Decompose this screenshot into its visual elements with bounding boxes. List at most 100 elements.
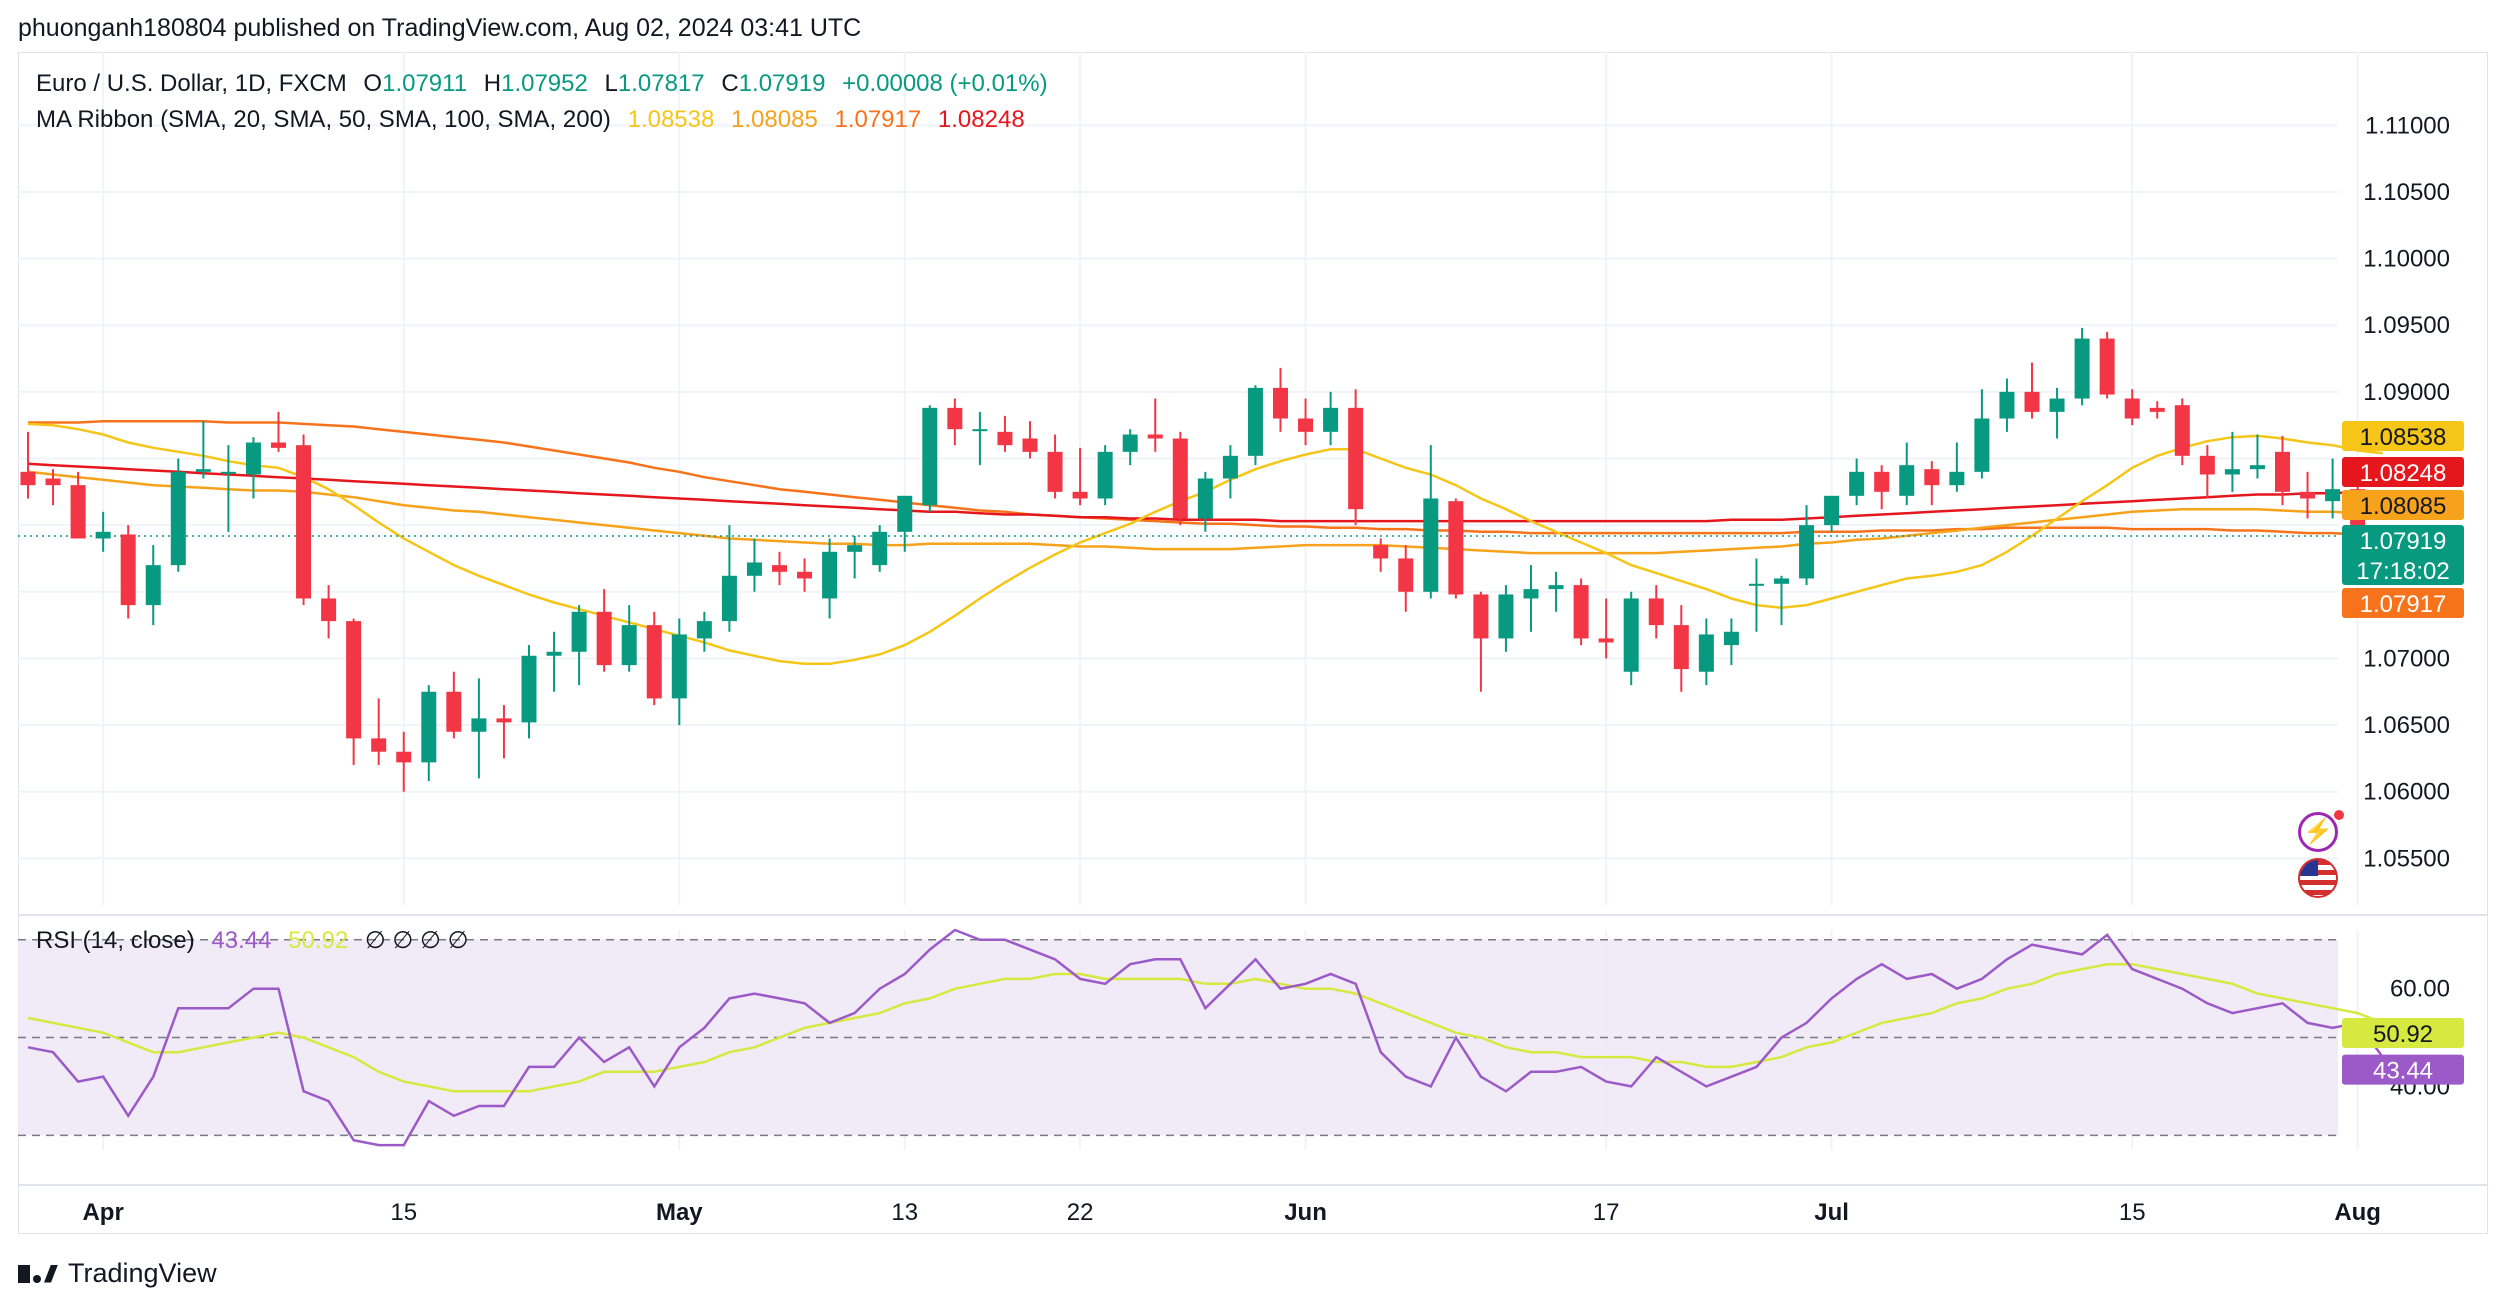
candle xyxy=(1723,618,1739,666)
candle xyxy=(2124,389,2140,426)
candle xyxy=(1523,565,1539,632)
price-tick-label: 1.10500 xyxy=(2363,179,2450,206)
candle-body xyxy=(371,738,387,752)
candle xyxy=(1999,378,2015,432)
candle-body xyxy=(1423,498,1439,592)
candle-body xyxy=(2199,455,2215,475)
sma50-badge-text: 1.08085 xyxy=(2360,493,2447,520)
rsi-title[interactable]: RSI (14, close) xyxy=(36,927,195,954)
candle xyxy=(1097,445,1113,506)
tradingview-mark-icon xyxy=(18,1264,58,1283)
candle-body xyxy=(546,651,562,656)
date-tick-label: Jul xyxy=(1814,1199,1849,1226)
candle xyxy=(20,431,36,499)
candle-body xyxy=(1047,451,1063,492)
rsi-ma-badge: 50.92 xyxy=(2342,1018,2464,1049)
candle-body xyxy=(446,691,462,732)
candle-body xyxy=(1172,438,1188,519)
candle xyxy=(1824,495,1840,532)
candle xyxy=(421,685,437,782)
open-label: O xyxy=(363,70,383,97)
candle xyxy=(1548,571,1564,612)
candle-body xyxy=(1072,491,1088,499)
close-label: C xyxy=(721,70,739,97)
candle xyxy=(746,538,762,592)
symbol-legend: Euro / U.S. Dollar, 1D, FXCM O1.07911 H1… xyxy=(36,70,1058,98)
ma-ribbon-title[interactable]: MA Ribbon (SMA, 20, SMA, 50, SMA, 100, S… xyxy=(36,106,611,133)
candle-body xyxy=(621,625,637,666)
rsi-series xyxy=(27,928,2409,1147)
sma20-value: 1.08538 xyxy=(627,106,715,133)
price-tick-label: 1.09000 xyxy=(2363,379,2450,406)
candle-body xyxy=(2174,405,2190,456)
sma200-badge-bg xyxy=(2342,457,2464,487)
candle xyxy=(1974,389,1990,479)
candle-body xyxy=(2325,489,2341,502)
candle-body xyxy=(70,485,86,539)
candle-body xyxy=(1022,438,1038,452)
sma50-value: 1.08085 xyxy=(731,106,818,133)
candle-body xyxy=(2049,398,2065,412)
candle-body xyxy=(1373,545,1389,559)
sma100-badge-bg xyxy=(2342,588,2464,618)
candle-body xyxy=(20,471,36,486)
candle-body xyxy=(245,442,261,475)
date-tick-label: Aug xyxy=(2334,1199,2381,1226)
chart-frame xyxy=(18,52,2488,1234)
sma200-badge-text: 1.08248 xyxy=(2360,460,2447,487)
date-tick-label: 17 xyxy=(1593,1199,1620,1226)
candle xyxy=(95,511,111,552)
candle xyxy=(671,618,687,726)
rsi-ma-badge-bg xyxy=(2342,1018,2464,1049)
candle xyxy=(1799,505,1815,586)
rsi-line xyxy=(27,928,2409,1147)
candle xyxy=(1949,442,1965,492)
candle-body xyxy=(1673,625,1689,670)
candle xyxy=(2224,431,2240,492)
price-tick-label: 1.07000 xyxy=(2363,645,2450,672)
open-value: 1.07911 xyxy=(382,70,468,97)
candle-body xyxy=(1348,407,1364,510)
candle xyxy=(1323,391,1339,446)
candle xyxy=(170,458,186,572)
lightning-icon[interactable]: ⚡ xyxy=(2298,812,2338,852)
us-flag-icon[interactable] xyxy=(2298,858,2338,898)
candle xyxy=(1247,385,1263,466)
symbol-title[interactable]: Euro / U.S. Dollar, 1D, FXCM xyxy=(36,70,347,97)
candle xyxy=(1899,442,1915,506)
candle-body xyxy=(1398,558,1414,592)
candle-body xyxy=(721,575,737,622)
candle-body xyxy=(822,551,838,599)
candle xyxy=(321,585,337,639)
candle xyxy=(1222,445,1238,499)
candle xyxy=(120,525,136,619)
candle-body xyxy=(1748,583,1764,586)
high-value: 1.07952 xyxy=(501,70,588,97)
candle-body xyxy=(2124,398,2140,419)
candle xyxy=(2174,398,2190,466)
price-tick-label: 1.06000 xyxy=(2363,779,2450,806)
candle-body xyxy=(421,691,437,763)
rsi-badge-bg xyxy=(2342,1054,2464,1085)
candle-body xyxy=(1247,387,1263,456)
candle xyxy=(471,678,487,779)
close-value: 1.07919 xyxy=(738,70,826,97)
candle xyxy=(271,411,286,452)
candle xyxy=(646,611,662,706)
price-tick-label: 1.11000 xyxy=(2365,112,2450,139)
price-axis: 1.11000 1.10500 1.10000 1.09500 1.09000 1.065… xyxy=(2363,112,2450,1100)
sma20-badge: 1.08538 xyxy=(2342,421,2464,451)
candle-body xyxy=(120,534,136,606)
candle-body xyxy=(1298,418,1314,432)
candle-body xyxy=(596,611,612,666)
sma50-badge-bg xyxy=(2342,490,2464,520)
candle-body xyxy=(45,478,61,486)
candle-body xyxy=(1974,418,1990,472)
candle-body xyxy=(872,531,888,566)
candle-body xyxy=(1799,525,1815,579)
sma20-badge-bg xyxy=(2342,421,2464,451)
tradingview-logo[interactable]: TradingView xyxy=(18,1258,217,1289)
candle xyxy=(521,645,537,739)
candle-body xyxy=(1598,638,1614,643)
